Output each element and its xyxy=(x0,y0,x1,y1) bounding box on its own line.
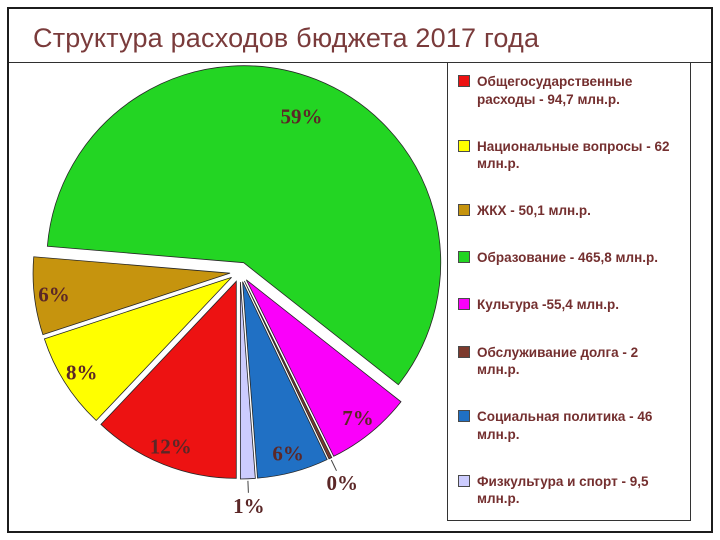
legend-swatch xyxy=(458,139,470,152)
legend-item: Обслуживание долга - 2 млн.р. xyxy=(458,344,684,379)
pie-slice xyxy=(32,256,231,336)
pie-slice xyxy=(100,280,237,479)
pie-chart: 12% 8% 6% 59% 7% 0% 6% 1% xyxy=(32,65,442,518)
legend-label: ЖКХ - 50,1 млн.р. xyxy=(477,203,591,219)
pie-percent-label: 8% xyxy=(66,361,98,385)
chart-title: Структура расходов бюджета 2017 года xyxy=(33,23,540,53)
legend-label: Образование - 465,8 млн.р. xyxy=(477,250,658,266)
legend-swatch xyxy=(458,75,470,87)
legend-swatch xyxy=(458,251,470,264)
legend-item: ЖКХ - 50,1 млн.р. xyxy=(458,202,684,220)
label-leader-line xyxy=(247,480,249,493)
legend-swatch xyxy=(458,204,470,217)
legend-item: Национальные вопросы - 62 млн.р. xyxy=(458,138,684,173)
pie-slice xyxy=(239,281,256,480)
legend-swatch xyxy=(458,298,470,311)
legend-item: Социальная политика - 46 млн.р. xyxy=(458,408,684,443)
slide-canvas: Структура расходов бюджета 2017 года 12%… xyxy=(7,7,713,533)
pie-slice xyxy=(242,281,328,479)
legend-label: Обслуживание долга - 2 млн.р. xyxy=(477,344,639,378)
pie-percent-label: 0% xyxy=(326,471,358,495)
pie-percent-label: 7% xyxy=(342,406,374,430)
pie-percent-label: 1% xyxy=(233,494,265,518)
pie-slice xyxy=(244,280,333,460)
legend-label: Национальные вопросы - 62 млн.р. xyxy=(477,138,670,172)
pie-slice xyxy=(46,65,442,386)
legend-item: Образование - 465,8 млн.р. xyxy=(458,249,684,267)
legend-item: Общегосударственные расходы - 94,7 млн.р… xyxy=(458,73,684,108)
legend-label: Культура -55,4 млн.р. xyxy=(477,297,620,313)
legend-item: Физкультура и спорт - 9,5 млн.р. xyxy=(458,473,684,508)
legend-label: Общегосударственные расходы - 94,7 млн.р… xyxy=(477,74,633,107)
pie-percent-label: 6% xyxy=(272,441,304,465)
legend-item: Культура -55,4 млн.р. xyxy=(458,296,684,314)
legend-swatch xyxy=(458,410,470,423)
chart-legend: Общегосударственные расходы - 94,7 млн.р… xyxy=(447,62,691,521)
pie-slice xyxy=(245,279,402,457)
legend-label: Социальная политика - 46 млн.р. xyxy=(477,409,653,442)
label-leader-line xyxy=(330,459,337,472)
pie-slice xyxy=(43,276,232,422)
pie-percent-label: 12% xyxy=(150,434,192,458)
pie-percent-label: 6% xyxy=(38,282,70,306)
legend-swatch xyxy=(458,345,470,358)
legend-label: Физкультура и спорт - 9,5 млн.р. xyxy=(477,473,649,507)
pie-percent-label: 59% xyxy=(281,104,323,128)
legend-swatch xyxy=(458,474,470,487)
